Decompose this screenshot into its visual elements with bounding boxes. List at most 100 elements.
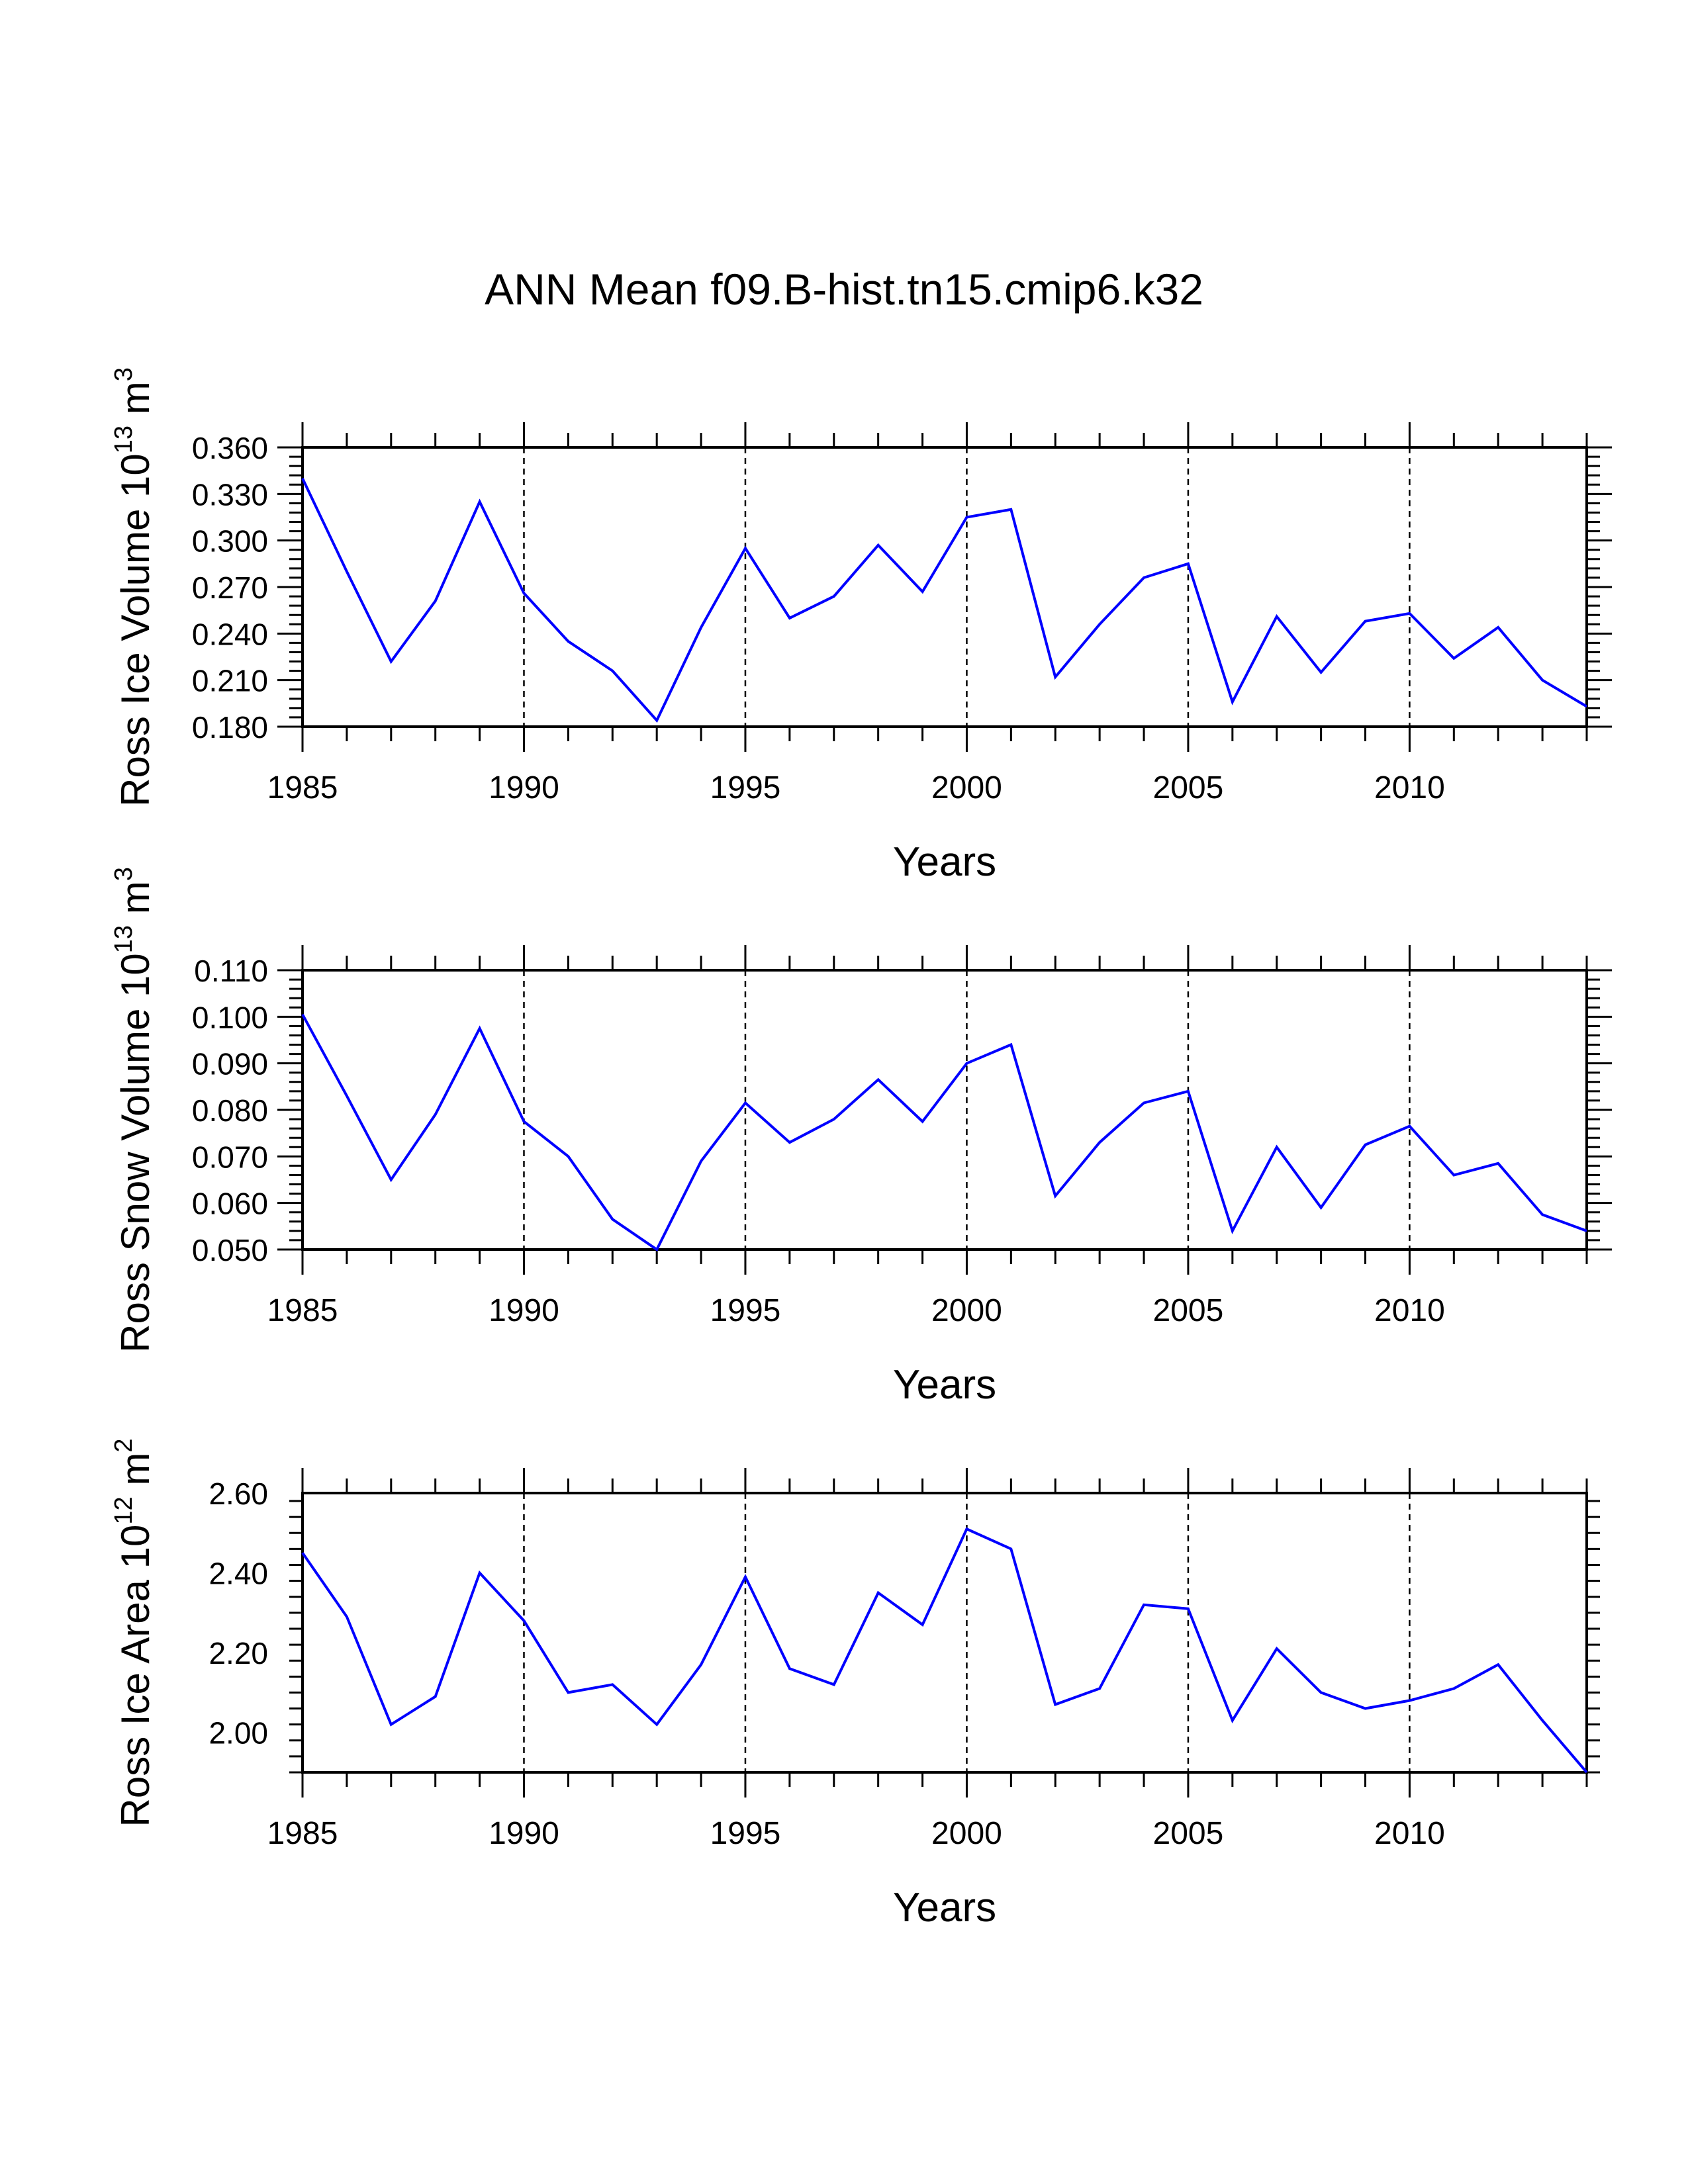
y-tick-label: 0.100 xyxy=(192,1000,268,1034)
data-point: 1993: 2.020 xyxy=(653,1721,660,1728)
data-point: 2008: 0.0590 xyxy=(1318,1205,1325,1211)
y-tick-label: 0.210 xyxy=(192,664,268,698)
data-point: 1986: 0.2800 xyxy=(344,569,350,575)
y-tick-label: 0.240 xyxy=(192,617,268,651)
x-tick-label: 2010 xyxy=(1374,1816,1445,1851)
x-tick-label: 2005 xyxy=(1153,770,1224,805)
y-tick-label: 2.00 xyxy=(209,1716,268,1751)
x-tick-label: 2000 xyxy=(931,770,1002,805)
data-point: 1991: 0.2350 xyxy=(565,638,571,645)
y-tick-label: 0.110 xyxy=(194,954,268,988)
data-point: 1990: 0.2660 xyxy=(520,590,527,596)
data-point: 1992: 2.120 xyxy=(609,1681,616,1688)
y-tick-label: 0.090 xyxy=(192,1047,268,1081)
data-point: 2011: 0.0660 xyxy=(1450,1171,1457,1178)
data-point: 2002: 0.2120 xyxy=(1052,674,1058,680)
data-point: 2014: 0.1930 xyxy=(1583,704,1590,710)
data-point: 2002: 0.0615 xyxy=(1052,1193,1058,1199)
data-point: 2010: 0.0765 xyxy=(1406,1123,1413,1130)
data-point: 2005: 0.2850 xyxy=(1185,561,1192,567)
data-point: 1989: 2.400 xyxy=(477,1570,483,1576)
data-point: 1996: 2.160 xyxy=(786,1665,793,1672)
y-tick-label: 0.270 xyxy=(192,570,268,605)
data-point: 1988: 0.2610 xyxy=(432,598,439,604)
x-tick-label: 2010 xyxy=(1374,1293,1445,1328)
data-point: 1987: 2.020 xyxy=(388,1721,395,1728)
y-tick-label: 2.60 xyxy=(209,1477,268,1511)
x-tick-label: 1985 xyxy=(267,1293,338,1328)
y-tick-label: 0.180 xyxy=(192,710,268,745)
x-tick-label: 2010 xyxy=(1374,770,1445,805)
x-tick-label: 1990 xyxy=(489,1293,559,1328)
x-tick-label: 1985 xyxy=(267,1816,338,1851)
series-line xyxy=(301,478,1588,723)
data-point: 2004: 0.2760 xyxy=(1141,574,1147,581)
data-point: 1986: 2.290 xyxy=(344,1614,350,1620)
data-point: 1997: 0.0780 xyxy=(831,1116,837,1122)
plot-frame xyxy=(301,1492,1588,1774)
data-point: 1993: 0.1840 xyxy=(653,717,660,724)
series-line xyxy=(301,1013,1587,1251)
data-point: 1987: 0.2220 xyxy=(388,659,395,665)
y-tick-label: 0.050 xyxy=(192,1233,268,1267)
chart-panels: 1985 1990 1995 2000 2005 2010 0.180 0.210 0.240 0… xyxy=(110,367,1612,1931)
data-point: 1990: 0.0775 xyxy=(520,1118,527,1125)
y-tick-label: 0.360 xyxy=(192,431,268,465)
series-line xyxy=(301,1527,1588,1774)
data-point: 1990: 2.280 xyxy=(520,1617,527,1624)
data-point: 2006: 2.030 xyxy=(1229,1717,1236,1724)
data-point: 1998: 2.350 xyxy=(875,1590,882,1596)
x-tick-label: 1995 xyxy=(710,1293,781,1328)
y-axis-label: Ross Ice Area 1012 m2 xyxy=(110,1439,158,1827)
data-point: 1994: 0.2440 xyxy=(698,624,704,631)
ross-snow-volume-panel: 1985 1990 1995 2000 2005 2010 0.050 0.060 0.070 0… xyxy=(110,867,1612,1408)
y-axis-label: Ross Ice Volume 1013 m3 xyxy=(110,367,158,807)
data-point: 2002: 2.070 xyxy=(1052,1702,1058,1708)
data-point: 2010: 2.080 xyxy=(1406,1697,1413,1704)
data-point: 2008: 2.100 xyxy=(1318,1689,1325,1696)
data-point: 2011: 2.110 xyxy=(1450,1685,1457,1692)
data-point: 2011: 0.2240 xyxy=(1450,655,1457,662)
x-tick-label: 2005 xyxy=(1153,1293,1224,1328)
data-point: 1985: 0.1005 xyxy=(299,1011,306,1018)
x-axis-label: Years xyxy=(893,1885,996,1931)
data-point: 2007: 2.210 xyxy=(1274,1645,1280,1652)
plot-frame xyxy=(301,446,1588,728)
data-point: 2010: 0.2530 xyxy=(1406,610,1413,617)
data-point: 1994: 2.170 xyxy=(698,1661,704,1668)
y-tick-label: 0.300 xyxy=(192,524,268,559)
data-point: 1998: 0.2970 xyxy=(875,542,882,549)
data-point: 2009: 2.060 xyxy=(1362,1706,1369,1712)
data-point: 2012: 0.0685 xyxy=(1495,1160,1501,1167)
data-point: 2001: 0.3200 xyxy=(1008,506,1014,513)
data-point: 1999: 0.2670 xyxy=(919,588,926,595)
x-tick-label: 1990 xyxy=(489,770,559,805)
data-point: 1987: 0.0650 xyxy=(388,1177,395,1183)
x-tick-label: 2005 xyxy=(1153,1816,1224,1851)
data-point: 2000: 0.3150 xyxy=(963,514,970,521)
data-point: 2014: 0.0540 xyxy=(1583,1228,1590,1234)
x-tick-label: 1990 xyxy=(489,1816,559,1851)
data-point: 2001: 0.0940 xyxy=(1008,1042,1014,1048)
ross-ice-volume-panel: 1985 1990 1995 2000 2005 2010 0.180 0.210 0.240 0… xyxy=(110,367,1612,885)
data-point: 2014: 1.900 xyxy=(1583,1769,1590,1776)
y-tick-label: 0.070 xyxy=(192,1140,268,1174)
data-point: 2003: 2.110 xyxy=(1096,1685,1103,1692)
data-point: 2001: 2.460 xyxy=(1008,1545,1014,1552)
data-point: 2005: 0.0840 xyxy=(1185,1088,1192,1095)
y-tick-label: 2.20 xyxy=(209,1636,268,1670)
x-tick-label: 2000 xyxy=(931,1293,1002,1328)
data-point: 1997: 0.2640 xyxy=(831,593,837,600)
data-point: 2013: 0.0575 xyxy=(1539,1211,1546,1218)
data-point: 1985: 0.3400 xyxy=(299,475,306,482)
data-point: 1995: 0.0815 xyxy=(742,1099,749,1106)
data-point: 2012: 0.2440 xyxy=(1495,624,1501,631)
data-point: 2004: 2.320 xyxy=(1141,1602,1147,1608)
x-axis-label: Years xyxy=(893,839,996,885)
y-tick-label: 2.40 xyxy=(209,1557,268,1591)
